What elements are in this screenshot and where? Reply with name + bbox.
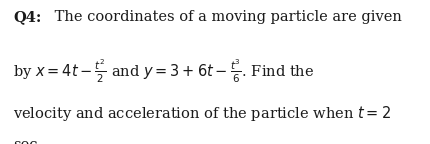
Text: Q4:: Q4: <box>13 10 41 24</box>
Text: velocity and acceleration of the particle when $t = 2$: velocity and acceleration of the particl… <box>13 104 391 123</box>
Text: The coordinates of a moving particle are given: The coordinates of a moving particle are… <box>49 10 401 24</box>
Text: by $x = 4t - \frac{t^2}{2}$ and $y = 3 + 6t - \frac{t^3}{6}$. Find the: by $x = 4t - \frac{t^2}{2}$ and $y = 3 +… <box>13 58 314 85</box>
Text: sec.: sec. <box>13 138 42 144</box>
